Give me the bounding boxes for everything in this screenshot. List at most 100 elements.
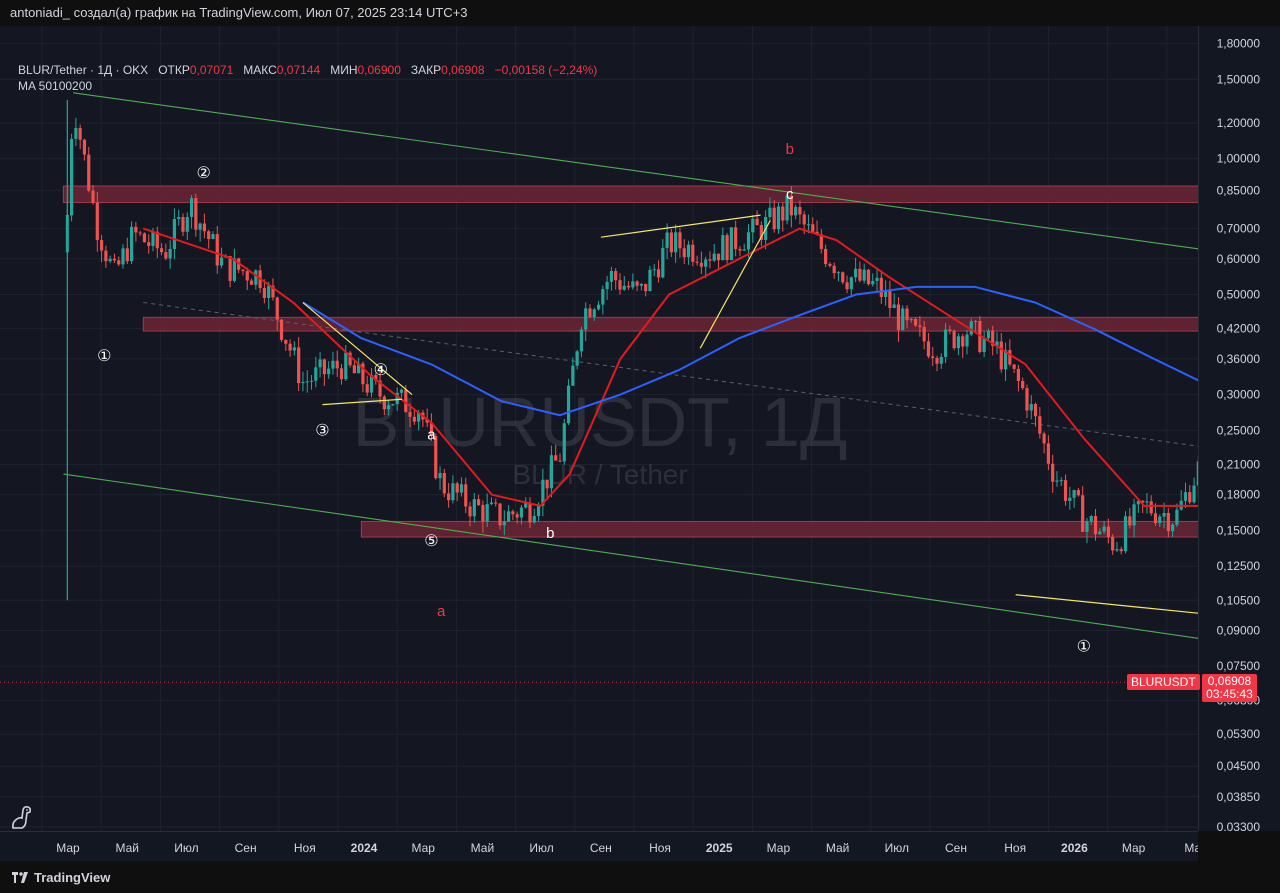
candle-body (828, 264, 832, 266)
candle-body (297, 347, 301, 384)
candle-body (956, 336, 961, 349)
candle-body (87, 154, 91, 191)
candle-body (121, 248, 125, 265)
chart-svg[interactable]: BLURUSDT, 1Д BLUR / Tether 0,382 (0,0685… (0, 26, 1198, 831)
legend-indicator[interactable]: MA 50100200 (18, 79, 93, 93)
time-tick-label: Ноя (649, 841, 671, 855)
candle-body (656, 269, 661, 278)
legend-low-label: МИН (330, 63, 358, 77)
candle-body (785, 195, 789, 221)
candle-body (755, 218, 759, 226)
time-axis[interactable]: Мар Май Июл Сен Ноя 2024 Мар Май Июл Сен Ноя 2025 Ма… (0, 831, 1198, 861)
wave-label: ④ (374, 362, 388, 379)
price-tick-label: 0,18000 (1217, 488, 1261, 502)
candle-body (374, 374, 378, 381)
candle-body (1025, 388, 1029, 411)
candle-body (1059, 480, 1063, 482)
candle-body (305, 381, 309, 383)
candle-body (1145, 501, 1149, 503)
candle-body (558, 460, 562, 462)
candle-body (151, 231, 155, 246)
candle-body (712, 253, 716, 261)
price-axis-svg[interactable]: 1,80000 1,50000 1,20000 1,00000 0,85000 0,700… (1199, 26, 1280, 831)
time-tick-label: Ноя (1004, 841, 1026, 855)
candle-body (575, 351, 579, 366)
price-tick-label: 0,04500 (1217, 759, 1261, 773)
candle-body (1183, 492, 1188, 501)
candle-body (524, 502, 528, 508)
tradingview-logo[interactable]: TradingView (12, 868, 110, 886)
price-tick-label: 0,50000 (1217, 288, 1261, 302)
price-tick-label: 0,03300 (1217, 820, 1261, 831)
time-axis-svg[interactable]: Мар Май Июл Сен Ноя 2024 Мар Май Июл Сен Ноя 2025 Ма… (0, 832, 1198, 862)
candle-body (969, 321, 973, 335)
candle-body (502, 521, 506, 526)
candle-body (70, 138, 74, 216)
candle-body (879, 277, 883, 298)
price-tick-label: 1,00000 (1217, 152, 1261, 166)
candle-body (798, 207, 802, 215)
candle-body (939, 356, 943, 364)
candle-body (716, 253, 721, 261)
time-tick-label: Сен (235, 841, 257, 855)
candle-body (888, 290, 892, 308)
candle-body (691, 244, 695, 262)
candle-body (973, 321, 978, 323)
legend: BLUR/Tether · 1Д · OKX ОТКР0,07071 МАКС0… (18, 62, 597, 94)
candle-body (382, 396, 386, 410)
time-tick-label: Сен (590, 841, 612, 855)
candle-body (528, 502, 532, 523)
candle-body (806, 224, 811, 226)
candle-body (541, 479, 545, 506)
dino-icon[interactable] (10, 804, 34, 830)
price-tick-label: 0,85000 (1217, 184, 1261, 198)
candle-body (78, 127, 82, 140)
time-tick-label: Июл (174, 841, 198, 855)
legend-close: 0,06908 (441, 63, 485, 77)
candle-body (117, 260, 121, 265)
time-tick-label: Июл (529, 841, 553, 855)
candle-body (412, 416, 416, 422)
candle-body (262, 287, 266, 298)
candle-body (284, 339, 288, 344)
candle-body (267, 285, 271, 298)
candle-body (858, 268, 862, 281)
candle-body (164, 252, 168, 259)
candle-body (789, 195, 793, 216)
legend-change: −0,00158 (−2,24%) (494, 63, 598, 77)
resistance-zone (142, 316, 1198, 332)
candle-body (721, 235, 725, 261)
candle-body (901, 308, 905, 331)
candle-body (1085, 521, 1089, 532)
price-axis[interactable]: 1,80000 1,50000 1,20000 1,00000 0,85000 0,700… (1198, 26, 1280, 831)
wave-drawings[interactable] (302, 214, 1198, 713)
candle-body (601, 289, 605, 305)
candle-body (759, 225, 763, 241)
candle-body (489, 502, 494, 505)
candle-body (931, 356, 935, 359)
candle-body (472, 499, 476, 517)
wave-line (1015, 594, 1198, 614)
channel-lines[interactable] (63, 92, 1198, 775)
legend-symbol[interactable]: BLUR/Tether · 1Д · OKX (18, 63, 149, 77)
candle-body (1171, 524, 1175, 532)
time-tick-label: Май (471, 841, 495, 855)
wave-label: ① (97, 348, 111, 365)
candle-body (464, 484, 468, 507)
candle-body (995, 341, 999, 346)
candle-body (695, 261, 699, 263)
candle-body (849, 277, 853, 290)
candle-body (1072, 490, 1076, 498)
legend-open: 0,07071 (189, 63, 234, 77)
candle-body (1055, 480, 1059, 482)
time-tick-label: Май (826, 841, 850, 855)
plot-area[interactable]: BLURUSDT, 1Д BLUR / Tether 0,382 (0,0685… (0, 26, 1198, 831)
candle-body (309, 380, 314, 382)
candle-body (772, 207, 776, 230)
candle-body (965, 334, 969, 347)
candle-body (391, 404, 395, 406)
resistance-zones[interactable] (62, 185, 1198, 538)
wave-line (302, 302, 413, 396)
candle-body (811, 224, 815, 232)
candle-body (832, 265, 836, 274)
